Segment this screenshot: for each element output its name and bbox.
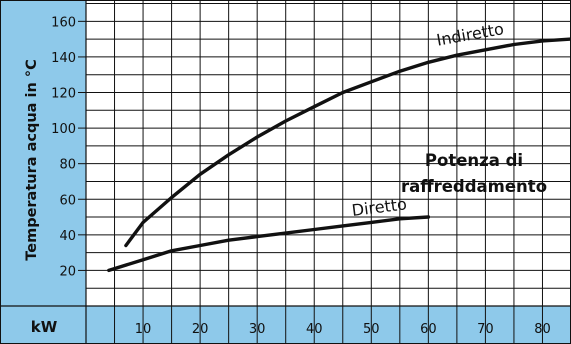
y-tick-label: 20 — [59, 264, 76, 279]
x-tick-label: 50 — [363, 322, 380, 337]
x-tick-label: 20 — [192, 322, 209, 337]
series-line-indiretto — [124, 37, 571, 248]
x-tick-label: 80 — [534, 322, 551, 337]
y-axis-title: Temperatura acqua in °C — [24, 59, 40, 260]
y-tick-label: 40 — [59, 229, 76, 244]
y-tick-label: 160 — [51, 15, 76, 30]
y-tick-label: 60 — [59, 193, 76, 208]
x-tick-label: 40 — [306, 322, 323, 337]
y-tick-label: 80 — [59, 158, 76, 173]
annotation-line-2: raffreddamento — [401, 177, 547, 196]
annotation-line-1: Potenza di — [425, 151, 523, 170]
y-tick-label: 120 — [51, 87, 76, 102]
x-tick-label: 30 — [249, 322, 266, 337]
y-tick-label: 140 — [51, 51, 76, 66]
y-tick-label: 100 — [51, 122, 76, 137]
x-tick-label: 60 — [420, 322, 437, 337]
series-line-diretto — [107, 215, 431, 273]
x-tick-label: 10 — [135, 322, 152, 337]
y-axis-band — [0, 0, 86, 344]
x-tick-labels: 10 20 30 40 50 60 70 80 — [135, 322, 551, 337]
x-tick-label: 70 — [477, 322, 494, 337]
x-axis-unit-label: kW — [31, 318, 58, 336]
y-tick-labels: 20 40 60 80 100 120 140 160 — [51, 15, 86, 279]
plot-area — [86, 0, 571, 306]
